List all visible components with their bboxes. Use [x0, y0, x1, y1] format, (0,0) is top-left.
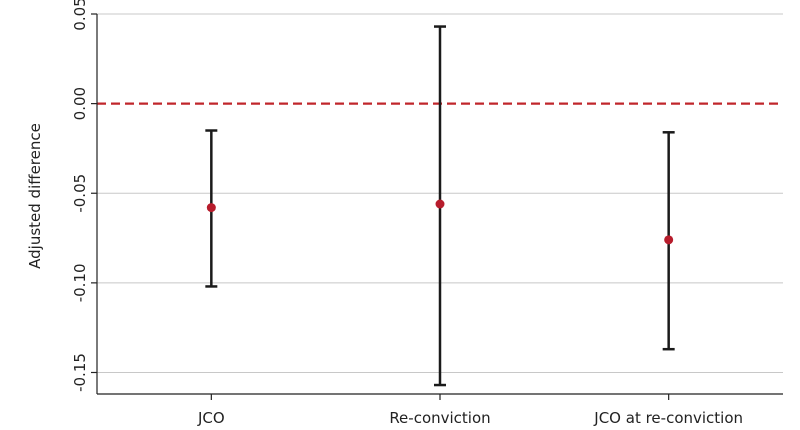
y-tick-label: -0.05	[71, 174, 89, 213]
point-estimates	[206, 199, 674, 245]
y-ticks: 0.05 0.00 -0.05 -0.10 -0.15	[71, 0, 97, 392]
x-tick-label: Re-conviction	[389, 409, 490, 427]
y-tick-label: -0.15	[71, 353, 89, 392]
point-estimate	[435, 199, 445, 209]
x-tick-label: JCO	[197, 409, 225, 427]
y-tick-label: 0.00	[71, 87, 89, 120]
y-axis-title: Adjusted difference	[26, 123, 44, 269]
y-tick-label: -0.10	[71, 263, 89, 302]
point-estimate	[664, 235, 674, 245]
x-ticks: JCO Re-conviction JCO at re-conviction	[197, 394, 743, 427]
y-tick-label: 0.05	[71, 0, 89, 31]
point-estimate	[206, 203, 216, 213]
x-tick-label: JCO at re-conviction	[593, 409, 743, 427]
